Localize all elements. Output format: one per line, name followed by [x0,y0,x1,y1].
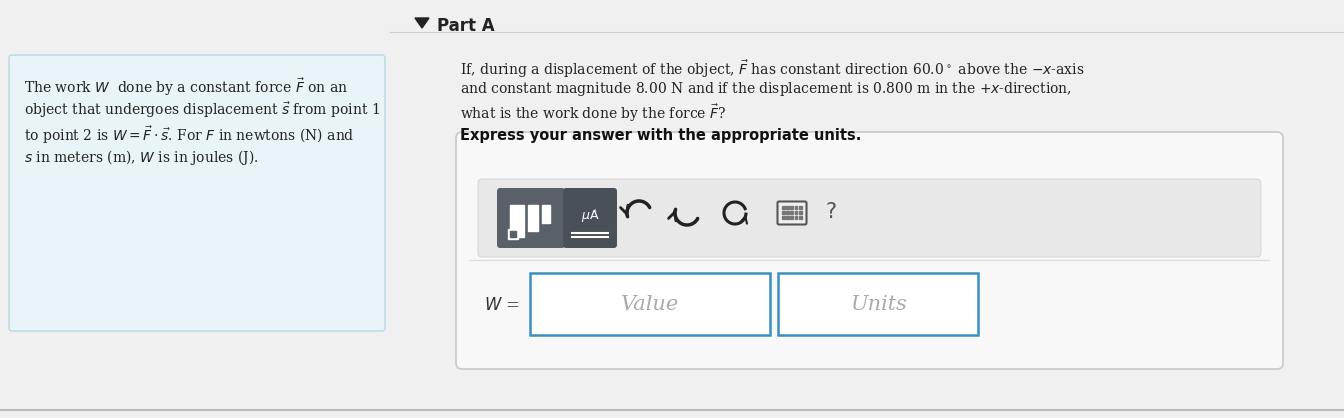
Bar [798,216,801,219]
Bar [798,206,801,209]
Text: object that undergoes displacement $\vec{s}$ from point 1: object that undergoes displacement $\vec… [24,100,380,120]
FancyBboxPatch shape [497,188,564,248]
Text: $s$ in meters (m), $W$ is in joules (J).: $s$ in meters (m), $W$ is in joules (J). [24,148,258,167]
Bar [794,206,797,209]
FancyBboxPatch shape [778,273,978,335]
Bar [542,205,550,223]
FancyBboxPatch shape [777,201,806,224]
Bar [782,211,785,214]
Text: Value: Value [621,295,679,314]
Text: what is the work done by the force $\vec{F}$?: what is the work done by the force $\vec… [460,102,726,124]
Bar [782,216,785,219]
Bar [790,206,793,209]
FancyBboxPatch shape [9,55,384,331]
Text: and constant magnitude 8.00 N and if the displacement is 0.800 m in the $+x$-dir: and constant magnitude 8.00 N and if the… [460,80,1071,98]
Text: If, during a displacement of the object, $\vec{F}$ has constant direction 60.0$^: If, during a displacement of the object,… [460,58,1085,79]
Text: to point 2 is $W = \vec{F} \cdot \vec{s}$. For $F$ in newtons (N) and: to point 2 is $W = \vec{F} \cdot \vec{s}… [24,124,355,145]
Bar [798,211,801,214]
Bar [508,229,517,239]
Polygon shape [415,18,429,28]
Bar [790,211,793,214]
Text: Express your answer with the appropriate units.: Express your answer with the appropriate… [460,128,862,143]
Text: ?: ? [825,202,836,222]
Bar [790,216,793,219]
Bar [528,205,538,231]
Text: $\mu$A: $\mu$A [581,208,599,224]
Bar [509,231,516,237]
Bar [794,216,797,219]
Bar [786,206,789,209]
FancyBboxPatch shape [478,179,1261,257]
Bar [786,211,789,214]
Bar [794,211,797,214]
FancyBboxPatch shape [563,188,617,248]
Text: $W$ =: $W$ = [484,296,520,314]
FancyBboxPatch shape [456,132,1284,369]
Text: $\circ$: $\circ$ [593,207,598,213]
Bar [782,206,785,209]
Text: Units: Units [849,295,906,314]
Text: Part A: Part A [437,17,495,35]
Bar [786,216,789,219]
FancyBboxPatch shape [530,273,770,335]
Bar [509,205,524,237]
Text: The work $W$  done by a constant force $\vec{F}$ on an: The work $W$ done by a constant force $\… [24,76,348,98]
